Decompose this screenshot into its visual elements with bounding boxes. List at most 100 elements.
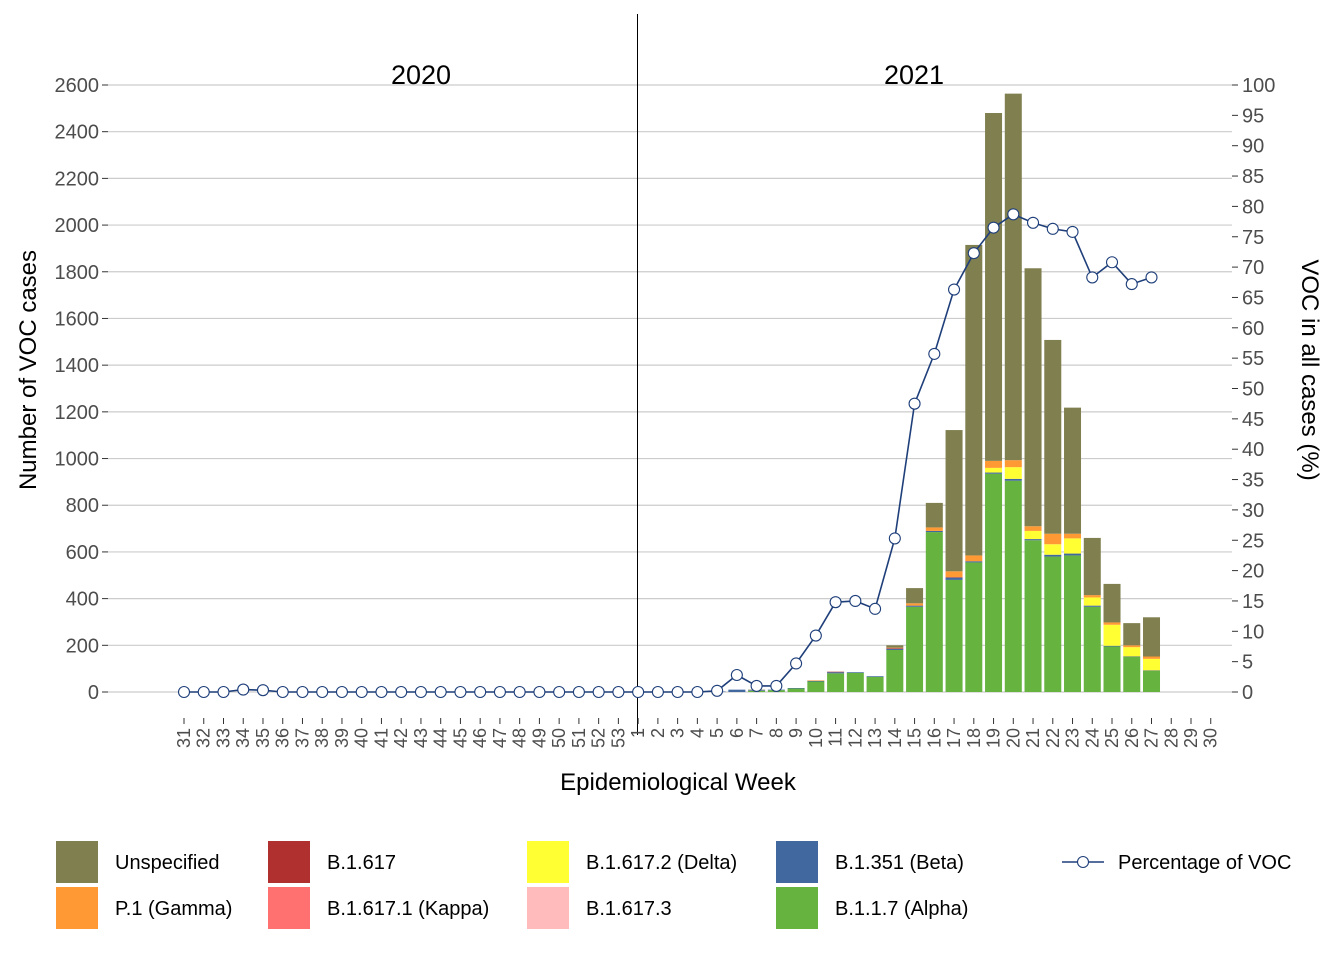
y2-tick-label: 95: [1242, 105, 1264, 127]
percentage-point: [256, 684, 270, 697]
bar-segment: [945, 571, 963, 578]
percentage-point: [1086, 271, 1099, 284]
y2-tick-label: 75: [1242, 227, 1264, 249]
bar-segment: [1103, 583, 1121, 623]
y2-tick-label: 0: [1242, 682, 1253, 704]
right-y-axis: 0 5 10 15 20 25 30 35 40 45 50 55 60 65 70 75 80 85 90 95 10…: [1232, 75, 1275, 704]
bar-segment: [1123, 645, 1141, 648]
percentage-point: [987, 221, 1000, 234]
percentage-point: [395, 685, 408, 699]
percentage-point: [612, 685, 625, 699]
y-tick-label: 2000: [55, 215, 100, 237]
bar-segment: [1064, 533, 1082, 539]
x-tick-label: 26: [1122, 728, 1142, 748]
x-tick-label: 17: [944, 728, 964, 748]
bar-segment: [925, 530, 943, 533]
legend-label: B.1.617: [327, 852, 396, 874]
x-tick-label: 36: [273, 728, 293, 748]
x-tick-label: 25: [1102, 728, 1122, 748]
bar-segment: [906, 606, 924, 692]
y2-tick-label: 5: [1242, 652, 1253, 674]
y-tick-label: 2200: [55, 168, 100, 190]
bar-segment: [1143, 656, 1161, 659]
percentage-point: [908, 397, 921, 410]
percentage-point: [1026, 216, 1040, 229]
y2-tick-label: 65: [1242, 287, 1264, 309]
bar-segment: [1143, 617, 1161, 657]
x-tick-label: 37: [292, 728, 312, 748]
x-tick-label: 7: [747, 728, 767, 738]
percentage-point: [513, 685, 526, 699]
percentage-point: [948, 283, 961, 296]
percentage-point: [967, 247, 980, 260]
bar-segment: [925, 532, 943, 692]
bar-segment: [965, 561, 983, 563]
y2-tick-label: 35: [1242, 470, 1264, 492]
bar-segment: [906, 603, 924, 606]
x-tick-label: 47: [490, 728, 510, 748]
bar-segment: [1024, 526, 1042, 531]
x-tick-label: 2: [648, 728, 668, 738]
percentage-point: [711, 684, 724, 697]
left-y-axis: 0 200 400 600 800 1000 1200 1400 1600 1800 2000 220…: [55, 75, 108, 704]
legend: Unspecified B.1.617 B.1.617.2 (Delta) B.1.3…: [56, 841, 1291, 929]
x-tick-label: 3: [668, 728, 688, 738]
y-tick-label: 2400: [55, 122, 100, 144]
bar-segment: [1103, 646, 1121, 692]
bar-segment: [1044, 544, 1062, 555]
y2-tick-label: 10: [1242, 621, 1264, 643]
y2-tick-label: 50: [1242, 379, 1264, 401]
percentage-point: [671, 685, 684, 699]
x-tick-label: 43: [411, 728, 431, 748]
y2-tick-label: 90: [1242, 136, 1264, 158]
x-tick-label: 19: [984, 728, 1004, 748]
bar-segment: [827, 673, 845, 692]
bar-segment: [925, 527, 943, 531]
percentage-point: [335, 685, 349, 699]
bar-segment: [807, 680, 825, 682]
legend-label: Percentage of VOC: [1118, 852, 1291, 874]
percentage-line: [177, 208, 1158, 699]
bar-segment: [886, 649, 904, 692]
bar-segment: [1123, 656, 1141, 658]
bar-segment: [866, 676, 884, 677]
x-tick-label: 52: [589, 728, 609, 748]
x-tick-label: 11: [826, 728, 846, 747]
bar-segment: [846, 672, 864, 673]
percentage-point: [1046, 222, 1059, 235]
x-tick-label: 10: [806, 728, 826, 748]
x-tick-label: 5: [707, 728, 727, 738]
percentage-point: [553, 685, 566, 699]
legend-label: P.1 (Gamma): [115, 898, 232, 920]
x-tick-label: 34: [233, 728, 253, 748]
bar-segment: [906, 605, 924, 607]
percentage-point: [809, 629, 822, 642]
bar-segment: [925, 502, 943, 528]
x-tick-label: 21: [1023, 728, 1043, 748]
y-tick-label: 1600: [55, 308, 100, 330]
x-tick-label: 35: [253, 728, 273, 748]
y2-tick-label: 60: [1242, 318, 1264, 340]
bar-segment: [866, 676, 884, 692]
legend-label: B.1.351 (Beta): [835, 852, 964, 874]
x-tick-label: 27: [1142, 728, 1162, 748]
y-tick-label: 1800: [55, 262, 100, 284]
percentage-point: [375, 685, 388, 699]
percentage-point: [592, 685, 605, 699]
percentage-point: [533, 685, 546, 699]
y2-tick-label: 55: [1242, 348, 1264, 370]
year-label-2020: 2020: [391, 60, 451, 90]
bar-segment: [1103, 645, 1121, 647]
bar-segment: [1143, 670, 1161, 672]
percentage-point: [888, 532, 901, 545]
percentage-point: [414, 685, 427, 699]
percentage-point: [474, 685, 487, 699]
legend-label: B.1.617.3: [586, 898, 672, 920]
bar-segment: [1024, 539, 1042, 541]
bar-segment: [1103, 622, 1121, 625]
year-label-2021: 2021: [884, 60, 944, 90]
bar-segment: [787, 688, 805, 692]
legend-label: B.1.617.2 (Delta): [586, 852, 737, 874]
x-tick-label: 44: [431, 728, 451, 748]
